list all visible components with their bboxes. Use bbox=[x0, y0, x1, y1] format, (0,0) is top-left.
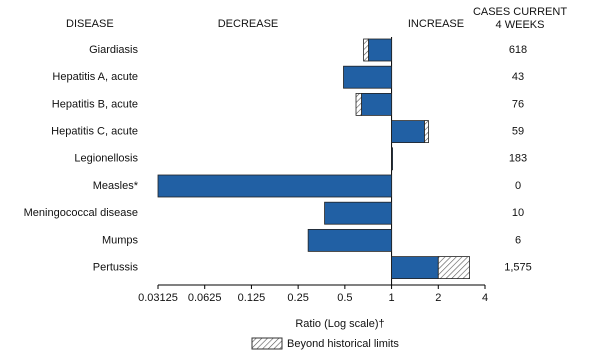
y-tick-label: Mumps bbox=[102, 234, 139, 246]
cases-value: 76 bbox=[512, 98, 524, 110]
bar bbox=[368, 38, 392, 62]
y-tick-label: Hepatitis C, acute bbox=[51, 126, 138, 138]
header-decrease: DECREASE bbox=[218, 18, 279, 30]
bar bbox=[361, 93, 392, 116]
cases-value: 1,575 bbox=[504, 262, 532, 274]
y-tick-label: Hepatitis A, acute bbox=[52, 71, 138, 83]
x-axis-label: Ratio (Log scale)† bbox=[295, 318, 384, 330]
x-tick-label: 2 bbox=[435, 292, 441, 304]
legend-swatch bbox=[251, 337, 283, 350]
x-tick-label: 4 bbox=[482, 292, 488, 304]
x-tick-label: 0.0625 bbox=[188, 292, 222, 304]
x-tick-label: 1 bbox=[389, 292, 395, 304]
header-cases: 4 WEEKS bbox=[496, 19, 545, 31]
header-cases: CASES CURRENT bbox=[473, 6, 567, 18]
y-tick-label: Legionellosis bbox=[74, 153, 138, 165]
cases-value: 0 bbox=[515, 180, 521, 192]
x-tick-label: 0.125 bbox=[238, 292, 266, 304]
bar bbox=[343, 65, 392, 89]
cases-value: 6 bbox=[515, 234, 521, 246]
header-disease: DISEASE bbox=[66, 18, 114, 30]
cases-value: 618 bbox=[509, 44, 527, 56]
bar bbox=[157, 174, 392, 198]
x-tick-label: 0.03125 bbox=[138, 292, 178, 304]
cases-value: 183 bbox=[509, 153, 527, 165]
bar bbox=[391, 120, 425, 143]
bar bbox=[391, 147, 393, 171]
bar-beyond-limits bbox=[424, 120, 429, 143]
y-tick-label: Meningococcal disease bbox=[24, 207, 138, 219]
x-tick-label: 0.25 bbox=[287, 292, 308, 304]
bar-beyond-limits bbox=[355, 93, 362, 116]
cases-value: 59 bbox=[512, 126, 524, 138]
bar-beyond-limits bbox=[363, 38, 369, 62]
bar bbox=[307, 228, 392, 252]
y-tick-label: Giardiasis bbox=[89, 44, 138, 56]
header-increase: INCREASE bbox=[408, 18, 464, 30]
x-tick-label: 0.5 bbox=[337, 292, 352, 304]
y-tick-label: Hepatitis B, acute bbox=[52, 98, 138, 110]
cases-value: 10 bbox=[512, 207, 524, 219]
y-tick-label: Pertussis bbox=[93, 262, 139, 274]
bar-beyond-limits bbox=[437, 256, 470, 280]
bar bbox=[391, 256, 439, 280]
cases-value: 43 bbox=[512, 71, 524, 83]
y-tick-label: Measles* bbox=[93, 180, 139, 192]
bar bbox=[324, 201, 392, 225]
legend-label: Beyond historical limits bbox=[287, 338, 399, 350]
